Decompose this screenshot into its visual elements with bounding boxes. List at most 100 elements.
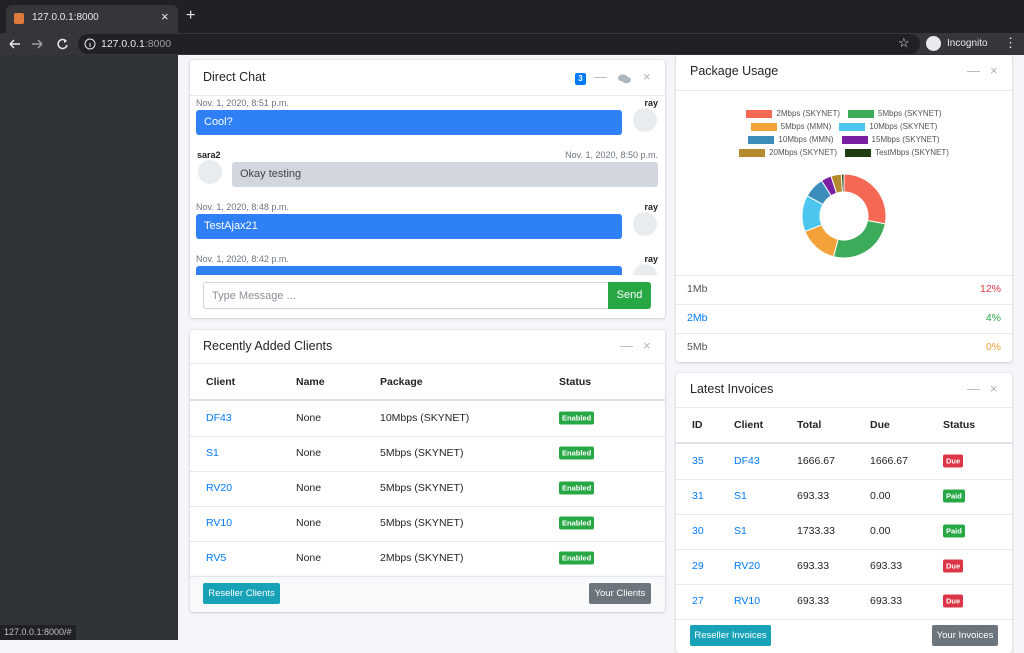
table-header: Status [943,419,976,431]
url-port: :8000 [144,38,172,50]
row-rule [676,513,1012,515]
divider [676,90,1012,91]
menu[interactable]: ⋮ [1004,35,1017,50]
close-button[interactable]: × [643,338,651,353]
status-badge: Enabled [559,411,595,425]
reseller-invoices-button[interactable]: Reseller Invoices [690,625,771,646]
close-button[interactable]: × [990,63,998,78]
status-badge: Paid [943,489,965,503]
table-cell: None [296,412,322,424]
table-cell: 1733.33 [797,525,835,537]
legend-item: 2Mbps (SKYNET) [746,109,840,118]
table-cell: 693.33 [870,595,903,607]
legend-swatch [739,148,766,157]
legend-swatch [848,109,874,118]
message-input[interactable]: Type Message ... [203,282,609,309]
nav-buttons[interactable] [6,36,72,52]
table-header: Due [870,419,890,431]
send-button[interactable]: Send [608,282,651,309]
row-rule [190,575,665,577]
header-rule [676,442,1012,444]
usage-change: 12% [979,283,1001,295]
table-link[interactable]: RV5 [206,552,227,564]
close-button[interactable]: × [990,381,998,396]
tab[interactable]: 127.0.0.1:8000 × [6,5,178,33]
collapse-button[interactable]: — [967,63,980,78]
table-link[interactable]: RV10 [206,517,233,529]
table-link[interactable]: RV20 [734,560,761,572]
status-badge: Due [943,559,964,573]
legend-swatch [839,122,866,131]
collapse-button[interactable]: — [620,338,633,353]
table-cell: None [296,552,322,564]
reseller-clients-button[interactable]: Reseller Clients [203,583,280,604]
legend-label: 5Mbps (MMN) [780,122,832,131]
collapse-button[interactable]: — [594,69,607,84]
divider [190,95,665,96]
table-cell: 10Mbps (SKYNET) [380,412,470,424]
legend-swatch [845,148,872,157]
table-cell: 0.00 [870,525,891,537]
messages: ray Nov. 1, 2020, 8:51 p.m. Cool? sara2 Nov.… [190,96,665,275]
your-clients-button[interactable]: Your Clients [589,583,651,604]
new-tab[interactable]: + [186,7,196,24]
contacts-button[interactable] [618,74,631,84]
table-cell: None [296,517,322,529]
table-link[interactable]: DF43 [734,455,760,467]
tab-bar: 127.0.0.1:8000 × + [0,0,1024,33]
legend-label: 2Mbps (SKYNET) [776,109,840,118]
favicon [14,13,24,24]
bookmark-star[interactable]: ☆ [898,35,910,50]
table-cell: 0.00 [870,490,891,502]
table-link[interactable]: DF43 [206,412,232,424]
omnibox[interactable]: 127.0.0.1:8000 ☆ [78,34,920,54]
legend-label: 15Mbps (SKYNET) [871,135,940,144]
table-link[interactable]: 31 [692,490,704,502]
legend-swatch [750,122,777,131]
legend-item: 5Mbps (SKYNET) [848,109,942,118]
table-link[interactable]: RV20 [206,482,233,494]
collapse-button[interactable]: — [967,381,980,396]
row-rule [676,478,1012,480]
status-badge: Due [943,454,964,468]
usage-change: 4% [985,312,1001,324]
avatar [633,264,657,275]
table-cell: 5Mbps (SKYNET) [380,517,464,529]
profile-label[interactable]: Incognito [947,38,988,49]
usage-label[interactable]: 2Mb [687,312,708,324]
table-link[interactable]: 27 [692,595,704,607]
table-link[interactable]: RV10 [734,595,761,607]
avatar [198,160,222,184]
table-link[interactable]: 35 [692,455,704,467]
table-cell: 5Mbps (SKYNET) [380,482,464,494]
status-badge: Enabled [559,446,595,460]
message-name: ray [644,254,658,264]
legend-label: 20Mbps (SKYNET) [769,148,838,157]
message-name: ray [644,202,658,212]
table-cell: None [296,447,322,459]
table-link[interactable]: S1 [734,525,747,537]
message-bubble: TestAjax21 [196,214,622,239]
usage-change: 0% [985,341,1001,353]
tab-close[interactable]: × [161,9,169,24]
message-time: Nov. 1, 2020, 8:48 p.m. [196,202,289,212]
table-cell: 1666.67 [797,455,835,467]
card-title: Package Usage [690,64,779,78]
info-icon [84,38,96,50]
table-link[interactable]: 30 [692,525,704,537]
message-time: Nov. 1, 2020, 8:50 p.m. [565,150,658,160]
table-link[interactable]: S1 [206,447,219,459]
your-invoices-button[interactable]: Your Invoices [932,625,998,646]
row-rule [190,470,665,472]
table-link[interactable]: 29 [692,560,704,572]
legend-label: 10Mbps (SKYNET) [869,122,938,131]
row-rule [190,540,665,542]
table-link[interactable]: S1 [734,490,747,502]
table-cell: 5Mbps (SKYNET) [380,447,464,459]
row-rule [190,505,665,507]
row-rule [676,275,1012,276]
divider [676,407,1012,408]
table-header: Name [296,376,325,388]
card-title: Latest Invoices [690,382,774,396]
close-button[interactable]: × [643,69,651,84]
